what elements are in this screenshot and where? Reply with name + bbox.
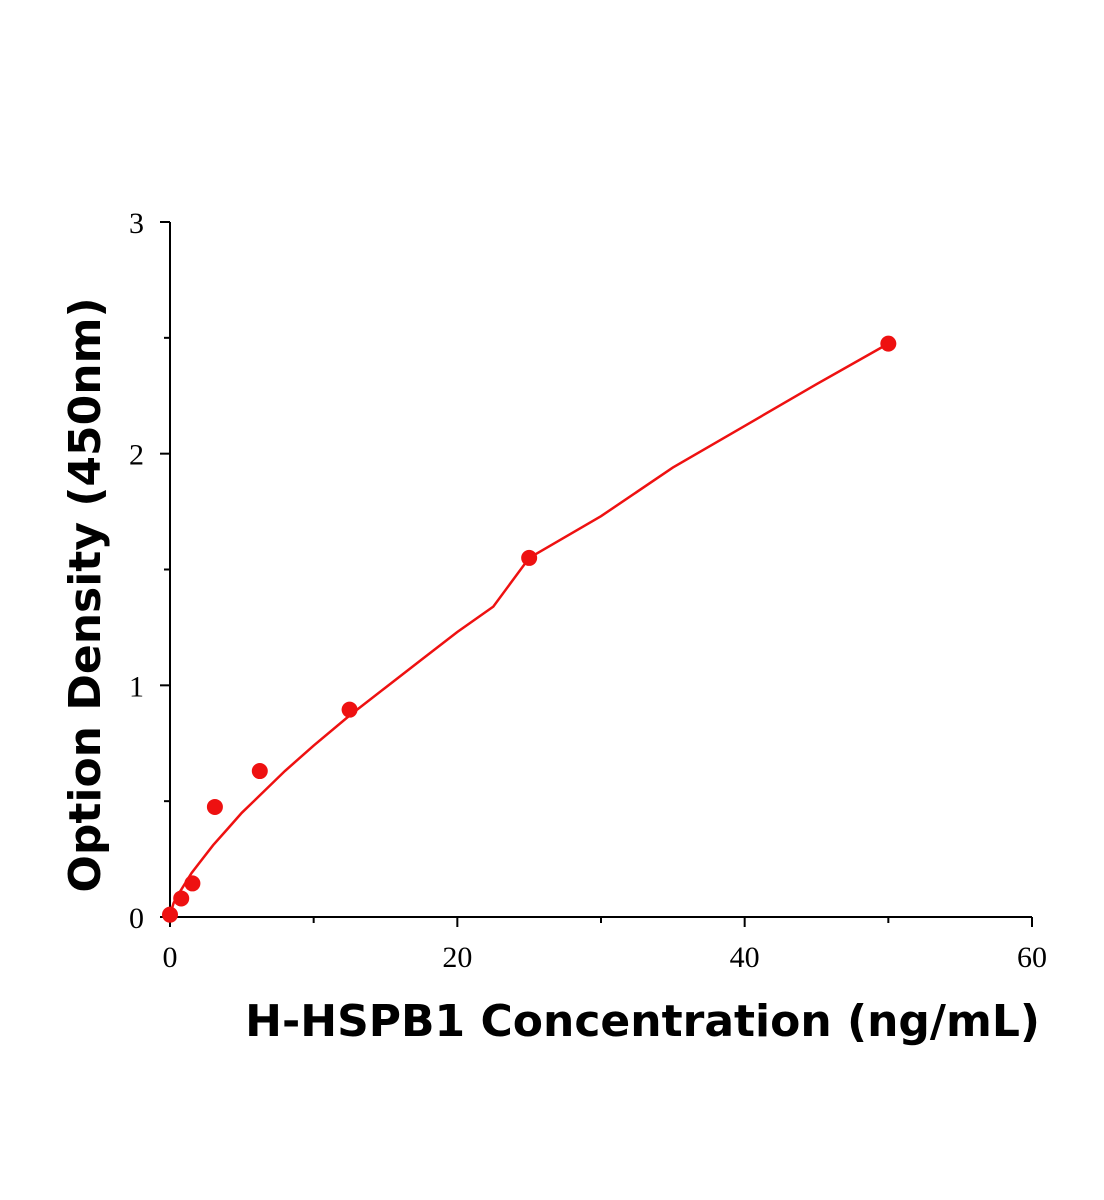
x-tick-label: 60 [1017, 941, 1047, 974]
y-tick-label: 3 [129, 207, 144, 240]
data-point [880, 335, 897, 352]
y-tick-label: 2 [129, 439, 144, 472]
data-point [206, 798, 223, 815]
data-point [162, 906, 178, 923]
data-point [521, 549, 538, 566]
x-tick-label: 20 [442, 941, 472, 974]
data-points [162, 335, 897, 923]
data-point [173, 890, 190, 907]
data-point [341, 701, 358, 718]
x-axis-title: H-HSPB1 Concentration (ng/mL) [245, 996, 1040, 1047]
x-tick-label: 40 [730, 941, 760, 974]
fit-curve [168, 342, 889, 916]
x-tick-label: 0 [163, 941, 178, 974]
axis-ticks [160, 221, 1033, 927]
y-tick-label: 1 [129, 670, 144, 703]
data-point [184, 875, 201, 892]
axes [169, 222, 1032, 918]
axis-tick-labels: 0 20 40 60 0 1 2 3 [129, 207, 1047, 974]
y-axis-title: Option Density (450nm) [60, 297, 111, 892]
y-tick-label: 0 [129, 902, 144, 935]
data-point [251, 763, 268, 780]
